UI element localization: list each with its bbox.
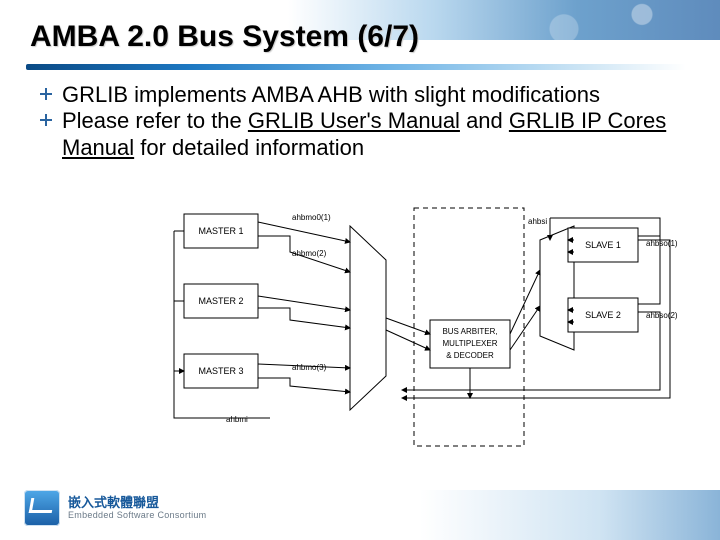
bullet-text: Please refer to the	[62, 108, 248, 133]
bullet-text: GRLIB implements AMBA AHB with slight mo…	[62, 82, 600, 107]
arbiter-label: & DECODER	[446, 351, 494, 360]
signal-label: ahbsi	[528, 217, 547, 226]
bullet-text: and	[460, 108, 509, 133]
mux-left	[350, 226, 386, 410]
wire	[258, 222, 350, 242]
signal-label: ahbso(2)	[646, 311, 678, 320]
arbiter-label: BUS ARBITER,	[442, 327, 497, 336]
bullet-text: for detailed information	[134, 135, 364, 160]
signal-label: ahbmo0(1)	[292, 213, 331, 222]
footer-text-cn: 嵌入式軟體聯盟	[68, 496, 206, 510]
header-ornament	[460, 0, 720, 48]
signal-label: ahbso(1)	[646, 239, 678, 248]
wire	[510, 270, 540, 334]
amba-bus-diagram: BUS ARBITER, MULTIPLEXER & DECODER MASTER 1…	[140, 200, 680, 460]
footer-text-en: Embedded Software Consortium	[68, 510, 206, 520]
wire	[258, 308, 350, 328]
slave-label: SLAVE 2	[585, 310, 621, 320]
arbiter-label: MULTIPLEXER	[443, 339, 498, 348]
master-label: MASTER 3	[198, 366, 243, 376]
master-label: MASTER 1	[198, 226, 243, 236]
bullet-list: GRLIB implements AMBA AHB with slight mo…	[40, 82, 690, 161]
master-label: MASTER 2	[198, 296, 243, 306]
footer-gradient	[420, 490, 720, 540]
bullet-item: Please refer to the GRLIB User's Manual …	[40, 108, 690, 161]
page-title: AMBA 2.0 Bus System (6/7)	[30, 20, 419, 54]
signal-label: ahbmo(3)	[292, 363, 327, 372]
link-grlib-user-manual[interactable]: GRLIB User's Manual	[248, 108, 460, 133]
bullet-item: GRLIB implements AMBA AHB with slight mo…	[40, 82, 690, 108]
title-underline	[26, 64, 686, 70]
footer-logo: 嵌入式軟體聯盟 Embedded Software Consortium	[24, 490, 206, 526]
wire	[386, 330, 430, 350]
signal-label: ahbmo(2)	[292, 249, 327, 258]
wire	[510, 306, 540, 350]
signal-label: ahbmi	[226, 415, 248, 424]
slave-label: SLAVE 1	[585, 240, 621, 250]
wire	[174, 231, 270, 418]
wire	[258, 378, 350, 392]
esw-logo-icon	[24, 490, 60, 526]
wire	[386, 318, 430, 334]
